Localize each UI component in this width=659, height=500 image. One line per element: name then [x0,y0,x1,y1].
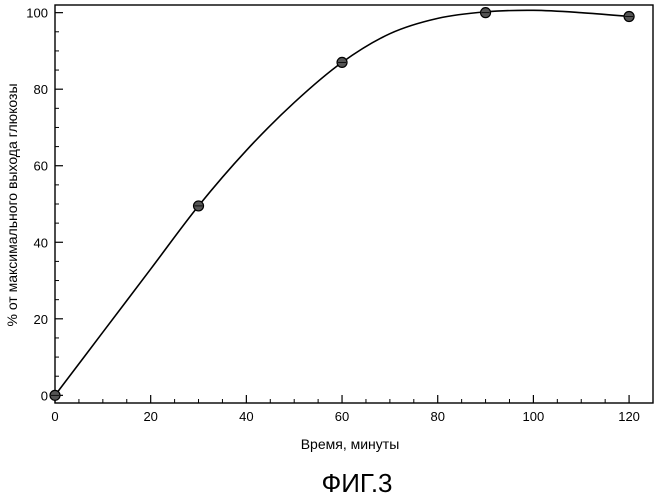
series-line [55,10,629,395]
y-axis-ticks: 0 20 40 60 80 100 [26,6,63,404]
x-tick-label: 60 [335,409,349,424]
y-tick-label: 20 [34,312,48,327]
x-tick-label: 40 [239,409,253,424]
x-axis-ticks: 0 20 40 60 80 100 120 [51,395,653,424]
series-line-layer [55,10,629,395]
y-tick-label: 100 [26,6,48,21]
x-axis-title: Время, минуты [301,436,400,452]
y-axis-title: % от максимального выхода глюкозы [4,83,20,326]
plot-border [55,5,653,403]
y-tick-label: 60 [34,159,48,174]
x-tick-label: 20 [143,409,157,424]
plot-frame [55,5,653,403]
y-tick-label: 80 [34,82,48,97]
x-tick-label: 80 [430,409,444,424]
x-tick-label: 120 [618,409,640,424]
y-tick-label: 0 [41,388,48,403]
x-tick-label: 100 [523,409,545,424]
x-tick-label: 0 [51,409,58,424]
y-tick-label: 40 [34,235,48,250]
data-markers [50,8,634,401]
figure-caption: ФИГ.3 [321,468,392,498]
